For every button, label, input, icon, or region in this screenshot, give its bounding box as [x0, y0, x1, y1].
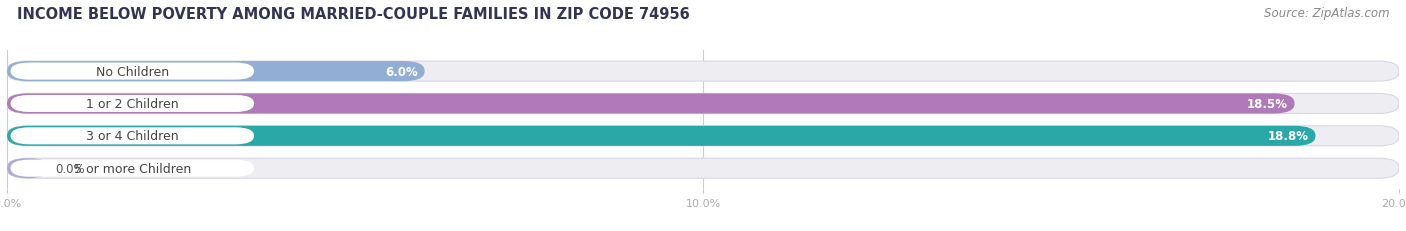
FancyBboxPatch shape [10, 160, 254, 177]
FancyBboxPatch shape [7, 158, 1399, 179]
FancyBboxPatch shape [7, 62, 1399, 82]
FancyBboxPatch shape [7, 62, 425, 82]
Text: 1 or 2 Children: 1 or 2 Children [86, 97, 179, 110]
FancyBboxPatch shape [7, 94, 1295, 114]
Text: No Children: No Children [96, 65, 169, 78]
Text: 18.8%: 18.8% [1267, 130, 1309, 143]
FancyBboxPatch shape [7, 126, 1399, 146]
Text: 3 or 4 Children: 3 or 4 Children [86, 130, 179, 143]
Text: 6.0%: 6.0% [385, 65, 418, 78]
FancyBboxPatch shape [10, 63, 254, 80]
Text: Source: ZipAtlas.com: Source: ZipAtlas.com [1264, 7, 1389, 20]
FancyBboxPatch shape [7, 158, 49, 179]
FancyBboxPatch shape [10, 128, 254, 145]
Text: INCOME BELOW POVERTY AMONG MARRIED-COUPLE FAMILIES IN ZIP CODE 74956: INCOME BELOW POVERTY AMONG MARRIED-COUPL… [17, 7, 689, 22]
FancyBboxPatch shape [7, 94, 1399, 114]
Text: 0.0%: 0.0% [56, 162, 86, 175]
Text: 5 or more Children: 5 or more Children [73, 162, 191, 175]
Text: 18.5%: 18.5% [1247, 97, 1288, 110]
FancyBboxPatch shape [7, 126, 1316, 146]
FancyBboxPatch shape [10, 95, 254, 112]
